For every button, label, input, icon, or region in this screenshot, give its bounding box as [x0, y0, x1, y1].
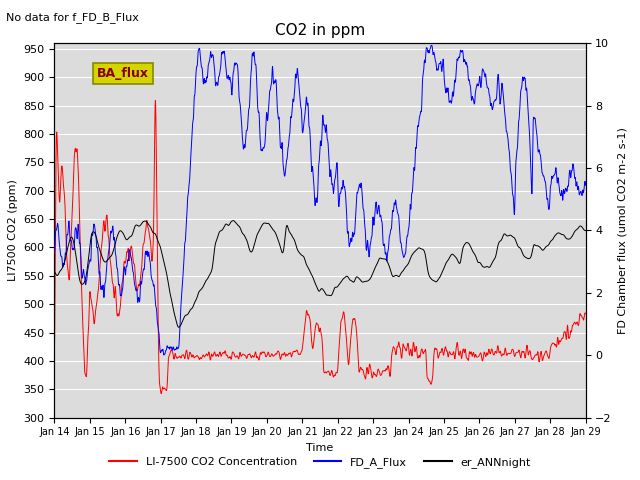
Text: No data for f_FD_B_Flux: No data for f_FD_B_Flux: [6, 12, 140, 23]
Title: CO2 in ppm: CO2 in ppm: [275, 23, 365, 38]
Legend: LI-7500 CO2 Concentration, FD_A_Flux, er_ANNnight: LI-7500 CO2 Concentration, FD_A_Flux, er…: [104, 452, 536, 472]
Y-axis label: FD Chamber flux (umol CO2 m-2 s-1): FD Chamber flux (umol CO2 m-2 s-1): [618, 127, 627, 334]
Y-axis label: LI7500 CO2 (ppm): LI7500 CO2 (ppm): [8, 180, 18, 281]
Text: BA_flux: BA_flux: [97, 67, 149, 80]
X-axis label: Time: Time: [307, 443, 333, 453]
